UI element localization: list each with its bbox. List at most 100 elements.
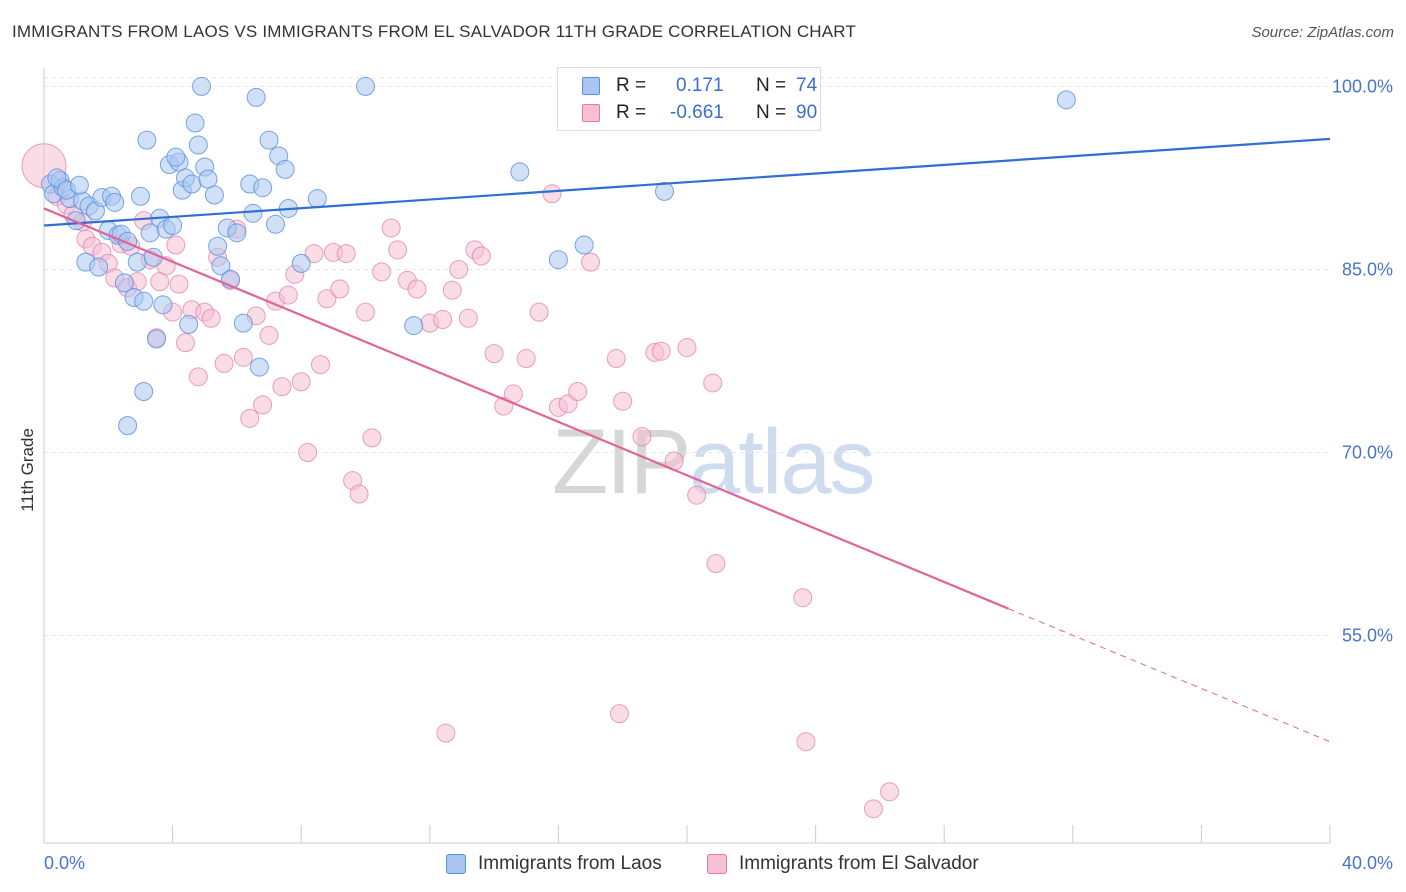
trend-line-elsalvador (43, 207, 1009, 610)
point-elsalvador (609, 704, 629, 724)
point-elsalvador (214, 353, 234, 373)
point-elsalvador (613, 391, 633, 411)
point-elsalvador (484, 344, 504, 364)
point-laos (137, 130, 157, 150)
point-laos (166, 147, 186, 167)
point-elsalvador (169, 274, 189, 294)
y-tick-label: 100.0% (1332, 76, 1393, 96)
y-tick-label: 55.0% (1342, 626, 1393, 646)
point-elsalvador (651, 341, 671, 361)
stats-swatch-elsalvador (582, 104, 600, 122)
point-elsalvador (449, 259, 469, 279)
y-tick-label: 85.0% (1342, 259, 1393, 279)
point-elsalvador (706, 554, 726, 574)
stats-swatch-laos (582, 77, 600, 95)
point-elsalvador (253, 395, 273, 415)
point-elsalvador (632, 427, 652, 447)
point-laos (147, 329, 167, 349)
point-laos (356, 76, 375, 96)
point-elsalvador (388, 240, 408, 260)
stats-n-value: 74 (796, 75, 818, 96)
axes (43, 68, 1331, 844)
point-laos (233, 313, 253, 333)
point-elsalvador (568, 381, 588, 401)
point-elsalvador (201, 308, 221, 328)
point-laos (211, 256, 231, 276)
source-label: Source: ZipAtlas.com (1251, 24, 1394, 41)
trend-line-laos (43, 137, 1331, 227)
point-elsalvador (381, 218, 401, 238)
point-laos (118, 416, 138, 436)
point-elsalvador (436, 723, 456, 743)
point-laos (163, 216, 183, 236)
x-tick-label-min: 0.0% (44, 853, 85, 873)
point-elsalvador (606, 349, 626, 369)
legend: Immigrants from Laos Immigrants from El … (0, 852, 1406, 878)
point-elsalvador (703, 373, 723, 393)
point-laos (153, 295, 173, 315)
y-tick-label: 70.0% (1342, 443, 1393, 463)
point-laos (510, 162, 530, 182)
point-laos (253, 178, 273, 198)
stats-n-value: 90 (796, 102, 818, 123)
point-elsalvador (166, 235, 186, 255)
point-elsalvador (362, 428, 382, 448)
point-elsalvador (677, 338, 697, 358)
point-elsalvador (796, 732, 816, 752)
point-elsalvador (356, 302, 375, 322)
point-elsalvador (278, 285, 298, 305)
point-elsalvador (304, 244, 324, 264)
point-laos (204, 185, 224, 205)
point-elsalvador (259, 325, 279, 345)
point-laos (208, 236, 228, 256)
point-elsalvador (433, 309, 453, 329)
stats-r-label: R = (616, 102, 647, 123)
point-elsalvador (442, 280, 462, 300)
point-laos (574, 235, 594, 255)
point-laos (548, 250, 568, 270)
trend-line-elsalvador-extension (1008, 608, 1331, 743)
watermark-atlas: atlas (689, 411, 875, 513)
point-laos (105, 192, 125, 212)
point-laos (291, 253, 311, 273)
legend-label-laos: Immigrants from Laos (478, 853, 662, 874)
point-elsalvador (317, 289, 337, 309)
point-elsalvador (175, 333, 195, 353)
point-elsalvador (372, 262, 392, 282)
point-elsalvador (336, 244, 356, 264)
point-laos (134, 291, 154, 311)
point-laos (114, 273, 134, 293)
point-laos (127, 252, 147, 272)
point-elsalvador (349, 484, 369, 504)
point-laos (243, 203, 263, 223)
point-laos (134, 381, 154, 401)
point-elsalvador (291, 372, 311, 392)
point-laos (404, 316, 424, 336)
stats-r-label: R = (616, 75, 647, 96)
point-laos (307, 189, 327, 209)
stats-n-label: N = (756, 75, 787, 96)
stats-box: R = 0.171 N = 74 R = -0.661 N = 90 (557, 67, 821, 131)
point-laos (69, 175, 89, 195)
point-laos (265, 214, 285, 234)
point-laos (130, 186, 150, 206)
point-elsalvador (188, 367, 208, 387)
chart-title: IMMIGRANTS FROM LAOS VS IMMIGRANTS FROM … (12, 22, 857, 41)
stats-r-value: 0.171 (676, 75, 724, 96)
point-elsalvador (687, 485, 707, 505)
point-elsalvador (793, 588, 813, 608)
point-elsalvador (272, 377, 292, 397)
point-laos (246, 87, 266, 107)
point-laos (179, 314, 199, 334)
watermark: ZIPatlas (552, 410, 875, 515)
point-laos (188, 135, 208, 155)
stats-r-value: -0.661 (670, 102, 724, 123)
point-elsalvador (516, 349, 536, 369)
point-elsalvador (233, 347, 253, 367)
point-laos (275, 159, 295, 179)
legend-swatch-laos (446, 854, 466, 874)
point-elsalvador (298, 443, 318, 462)
point-laos (259, 130, 279, 150)
point-laos (249, 357, 269, 377)
